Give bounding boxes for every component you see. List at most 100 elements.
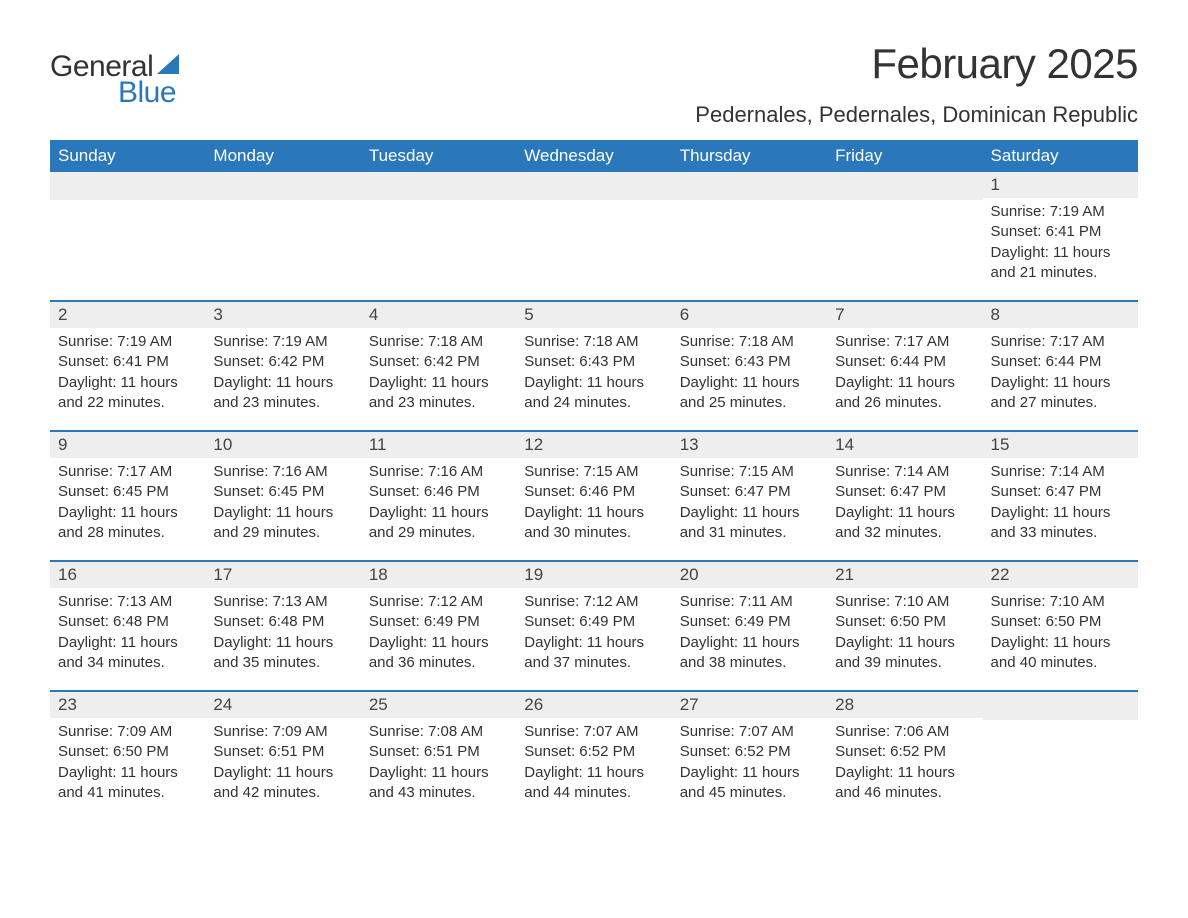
day-details: Sunrise: 7:14 AMSunset: 6:47 PMDaylight:… (983, 458, 1138, 551)
day-number: 26 (516, 692, 671, 718)
sunrise-text: Sunrise: 7:16 AM (213, 462, 352, 482)
day-number: 12 (516, 432, 671, 458)
sunrise-text: Sunrise: 7:15 AM (524, 462, 663, 482)
sunrise-text: Sunrise: 7:15 AM (680, 462, 819, 482)
sunset-text: Sunset: 6:47 PM (991, 482, 1130, 502)
day-details: Sunrise: 7:10 AMSunset: 6:50 PMDaylight:… (983, 588, 1138, 681)
day-number: 15 (983, 432, 1138, 458)
calendar-cell: 27Sunrise: 7:07 AMSunset: 6:52 PMDayligh… (672, 691, 827, 820)
day-number: 8 (983, 302, 1138, 328)
calendar-cell: 2Sunrise: 7:19 AMSunset: 6:41 PMDaylight… (50, 301, 205, 431)
sunset-text: Sunset: 6:46 PM (524, 482, 663, 502)
calendar-row: 23Sunrise: 7:09 AMSunset: 6:50 PMDayligh… (50, 691, 1138, 820)
sunset-text: Sunset: 6:47 PM (680, 482, 819, 502)
calendar-cell: 11Sunrise: 7:16 AMSunset: 6:46 PMDayligh… (361, 431, 516, 561)
sunrise-text: Sunrise: 7:19 AM (991, 202, 1130, 222)
calendar-cell (50, 172, 205, 301)
day-details: Sunrise: 7:18 AMSunset: 6:43 PMDaylight:… (516, 328, 671, 421)
location-text: Pedernales, Pedernales, Dominican Republ… (695, 102, 1138, 128)
weekday-header: Sunday (50, 140, 205, 172)
calendar-cell: 28Sunrise: 7:06 AMSunset: 6:52 PMDayligh… (827, 691, 982, 820)
calendar-row: 16Sunrise: 7:13 AMSunset: 6:48 PMDayligh… (50, 561, 1138, 691)
day-number: 18 (361, 562, 516, 588)
daylight-text: Daylight: 11 hours and 29 minutes. (213, 503, 352, 544)
sunset-text: Sunset: 6:49 PM (524, 612, 663, 632)
day-number: 16 (50, 562, 205, 588)
daylight-text: Daylight: 11 hours and 41 minutes. (58, 763, 197, 804)
day-number (516, 172, 671, 200)
day-details: Sunrise: 7:17 AMSunset: 6:45 PMDaylight:… (50, 458, 205, 551)
daylight-text: Daylight: 11 hours and 34 minutes. (58, 633, 197, 674)
day-number: 22 (983, 562, 1138, 588)
sunrise-text: Sunrise: 7:06 AM (835, 722, 974, 742)
weekday-header-row: Sunday Monday Tuesday Wednesday Thursday… (50, 140, 1138, 172)
sunset-text: Sunset: 6:41 PM (991, 222, 1130, 242)
calendar-cell: 14Sunrise: 7:14 AMSunset: 6:47 PMDayligh… (827, 431, 982, 561)
calendar-cell: 16Sunrise: 7:13 AMSunset: 6:48 PMDayligh… (50, 561, 205, 691)
sunrise-text: Sunrise: 7:14 AM (835, 462, 974, 482)
sunset-text: Sunset: 6:45 PM (58, 482, 197, 502)
sunset-text: Sunset: 6:44 PM (835, 352, 974, 372)
calendar-cell (983, 691, 1138, 820)
day-details: Sunrise: 7:07 AMSunset: 6:52 PMDaylight:… (516, 718, 671, 811)
day-number: 5 (516, 302, 671, 328)
calendar-cell: 18Sunrise: 7:12 AMSunset: 6:49 PMDayligh… (361, 561, 516, 691)
sunrise-text: Sunrise: 7:17 AM (991, 332, 1130, 352)
day-details: Sunrise: 7:19 AMSunset: 6:41 PMDaylight:… (983, 198, 1138, 291)
sunrise-text: Sunrise: 7:12 AM (524, 592, 663, 612)
sunrise-text: Sunrise: 7:18 AM (524, 332, 663, 352)
calendar-cell (205, 172, 360, 301)
calendar-cell (361, 172, 516, 301)
day-details: Sunrise: 7:14 AMSunset: 6:47 PMDaylight:… (827, 458, 982, 551)
calendar-cell: 22Sunrise: 7:10 AMSunset: 6:50 PMDayligh… (983, 561, 1138, 691)
sunrise-text: Sunrise: 7:10 AM (991, 592, 1130, 612)
sunset-text: Sunset: 6:50 PM (58, 742, 197, 762)
calendar-row: 9Sunrise: 7:17 AMSunset: 6:45 PMDaylight… (50, 431, 1138, 561)
day-number (361, 172, 516, 200)
daylight-text: Daylight: 11 hours and 25 minutes. (680, 373, 819, 414)
sunrise-text: Sunrise: 7:18 AM (680, 332, 819, 352)
calendar-cell: 3Sunrise: 7:19 AMSunset: 6:42 PMDaylight… (205, 301, 360, 431)
sunset-text: Sunset: 6:43 PM (680, 352, 819, 372)
day-number: 19 (516, 562, 671, 588)
day-details: Sunrise: 7:11 AMSunset: 6:49 PMDaylight:… (672, 588, 827, 681)
day-details: Sunrise: 7:12 AMSunset: 6:49 PMDaylight:… (361, 588, 516, 681)
day-number: 6 (672, 302, 827, 328)
day-number: 9 (50, 432, 205, 458)
calendar-cell: 8Sunrise: 7:17 AMSunset: 6:44 PMDaylight… (983, 301, 1138, 431)
day-details: Sunrise: 7:15 AMSunset: 6:47 PMDaylight:… (672, 458, 827, 551)
sunset-text: Sunset: 6:52 PM (680, 742, 819, 762)
calendar-cell: 20Sunrise: 7:11 AMSunset: 6:49 PMDayligh… (672, 561, 827, 691)
daylight-text: Daylight: 11 hours and 22 minutes. (58, 373, 197, 414)
day-number: 23 (50, 692, 205, 718)
day-details: Sunrise: 7:13 AMSunset: 6:48 PMDaylight:… (50, 588, 205, 681)
sunset-text: Sunset: 6:52 PM (835, 742, 974, 762)
day-number: 25 (361, 692, 516, 718)
day-number (827, 172, 982, 200)
sunset-text: Sunset: 6:42 PM (213, 352, 352, 372)
day-number: 14 (827, 432, 982, 458)
sunrise-text: Sunrise: 7:10 AM (835, 592, 974, 612)
daylight-text: Daylight: 11 hours and 43 minutes. (369, 763, 508, 804)
brand-line2: Blue (118, 76, 176, 110)
day-number: 21 (827, 562, 982, 588)
sunset-text: Sunset: 6:47 PM (835, 482, 974, 502)
sunrise-text: Sunrise: 7:09 AM (58, 722, 197, 742)
calendar-cell: 9Sunrise: 7:17 AMSunset: 6:45 PMDaylight… (50, 431, 205, 561)
day-number (672, 172, 827, 200)
sunset-text: Sunset: 6:44 PM (991, 352, 1130, 372)
weekday-header: Saturday (983, 140, 1138, 172)
sunrise-text: Sunrise: 7:17 AM (58, 462, 197, 482)
sunset-text: Sunset: 6:51 PM (369, 742, 508, 762)
day-number: 20 (672, 562, 827, 588)
calendar-cell (516, 172, 671, 301)
sunrise-text: Sunrise: 7:19 AM (213, 332, 352, 352)
sunset-text: Sunset: 6:51 PM (213, 742, 352, 762)
sunset-text: Sunset: 6:48 PM (213, 612, 352, 632)
sunset-text: Sunset: 6:46 PM (369, 482, 508, 502)
day-details: Sunrise: 7:17 AMSunset: 6:44 PMDaylight:… (827, 328, 982, 421)
sunrise-text: Sunrise: 7:07 AM (524, 722, 663, 742)
sunset-text: Sunset: 6:50 PM (991, 612, 1130, 632)
day-details: Sunrise: 7:17 AMSunset: 6:44 PMDaylight:… (983, 328, 1138, 421)
daylight-text: Daylight: 11 hours and 27 minutes. (991, 373, 1130, 414)
